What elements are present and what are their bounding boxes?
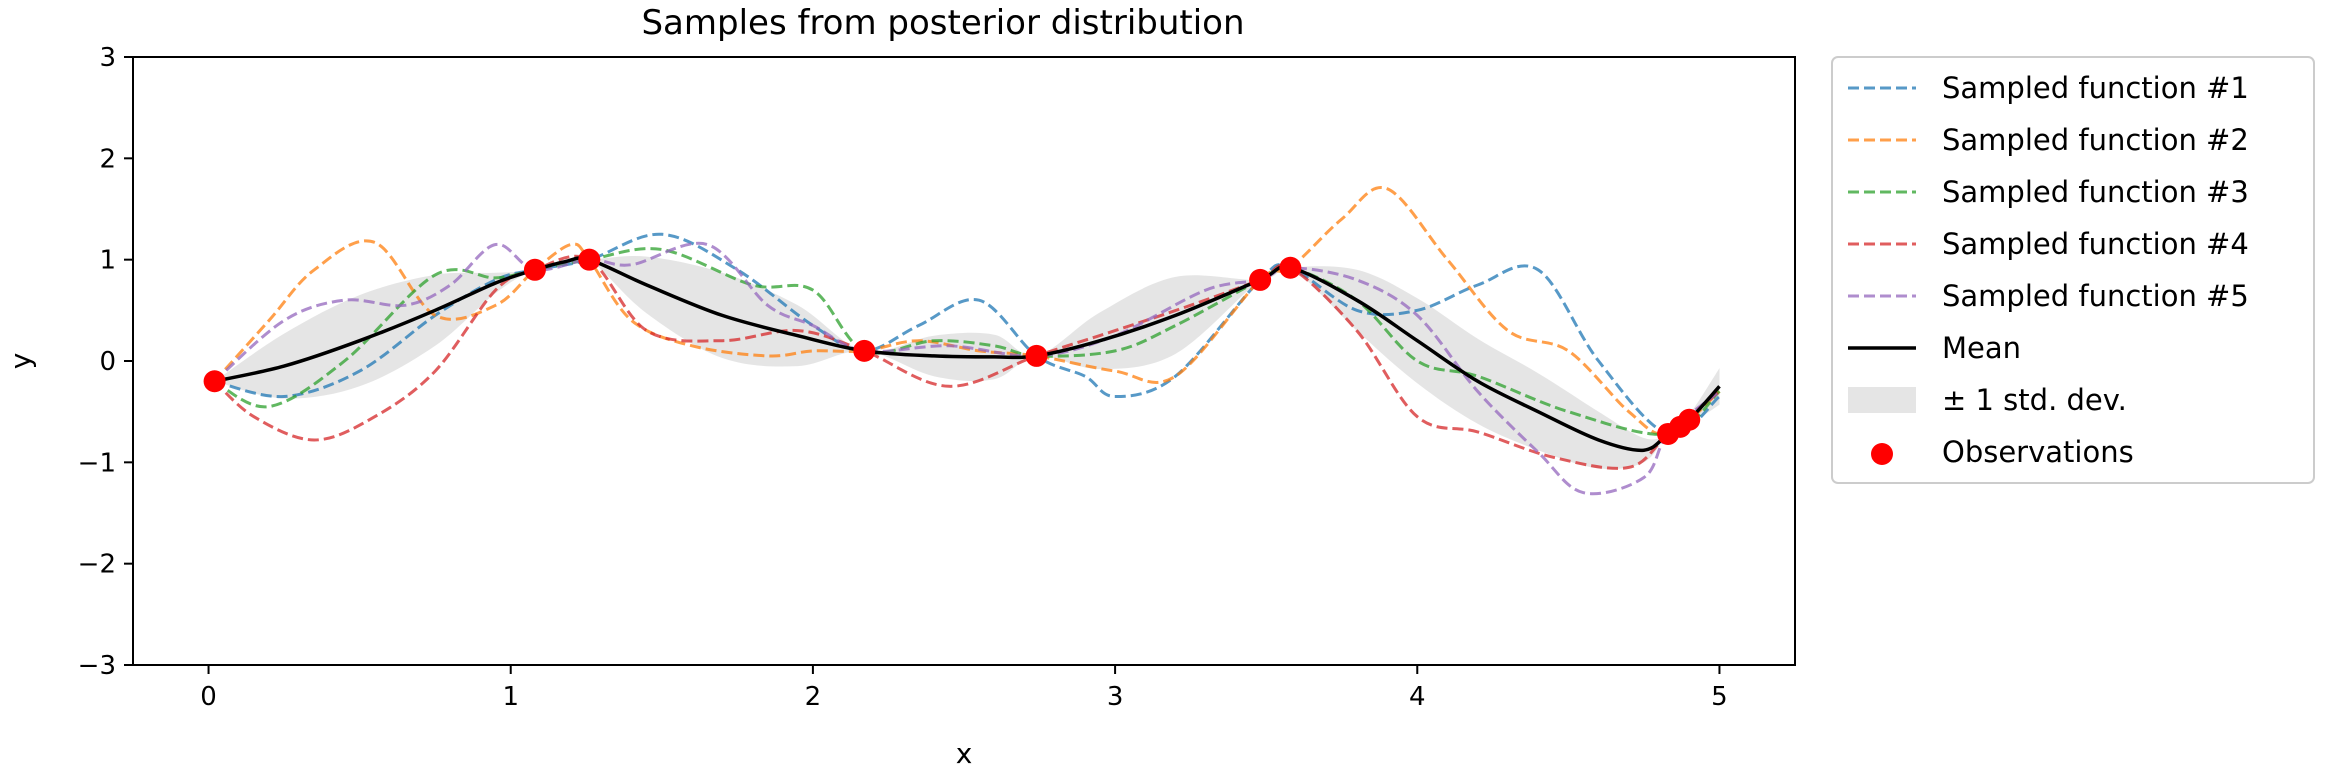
x-tick-label: 1 (502, 682, 519, 712)
chart-title: Samples from posterior distribution (641, 3, 1244, 43)
legend: Sampled function #1 Sampled function #2 Sa… (1831, 56, 2315, 484)
legend-mean: Mean (1848, 331, 2021, 365)
y-tick-label: −2 (78, 550, 116, 580)
legend-sampled-function-1: Sampled function #1 (1848, 71, 2249, 105)
observation-point (1279, 256, 1302, 279)
legend-frame (1831, 56, 2315, 484)
observation-point (1249, 268, 1272, 291)
y-tick-label: 0 (99, 347, 116, 377)
legend-sampled-function-5: Sampled function #5 (1848, 279, 2249, 313)
legend-label: Mean (1942, 331, 2021, 365)
std-band (214, 256, 1720, 470)
x-axis-label: x (956, 737, 973, 770)
observation-point (203, 370, 226, 393)
observation-point (523, 258, 546, 281)
sampled-function-line-4 (213, 254, 1721, 470)
observation-point (853, 339, 876, 362)
x-axis-ticks: 0 1 2 3 4 5 (200, 665, 1728, 712)
legend-label: Sampled function #5 (1942, 279, 2249, 313)
legend-sampled-function-4: Sampled function #4 (1848, 227, 2249, 261)
x-tick-label: 3 (1107, 682, 1124, 712)
y-tick-label: −3 (78, 651, 116, 681)
sampled-function-line-2 (213, 186, 1721, 437)
legend-label: Sampled function #3 (1942, 175, 2249, 209)
legend-label: Sampled function #2 (1942, 123, 2249, 157)
legend-sampled-function-2: Sampled function #2 (1848, 123, 2249, 157)
sampled-function-line-3 (213, 247, 1721, 436)
y-tick-label: 3 (99, 43, 116, 73)
observation-point (1025, 344, 1048, 367)
observation-point (578, 248, 601, 271)
observation-point (1678, 408, 1701, 431)
legend-std-band: ± 1 std. dev. (1848, 383, 2127, 417)
y-tick-label: 1 (99, 246, 116, 276)
y-axis-ticks: −3 −2 −1 0 1 2 3 (78, 43, 133, 681)
x-tick-label: 2 (805, 682, 822, 712)
legend-label: ± 1 std. dev. (1942, 383, 2127, 417)
y-axis-label: y (4, 353, 37, 370)
legend-label: Observations (1942, 435, 2134, 469)
sampled-function-line-5 (213, 241, 1721, 496)
y-tick-label: −1 (78, 448, 116, 478)
legend-sampled-function-3: Sampled function #3 (1848, 175, 2249, 209)
legend-swatch (1871, 443, 1893, 465)
y-tick-label: 2 (99, 144, 116, 174)
x-tick-label: 4 (1409, 682, 1426, 712)
series-layer (213, 186, 1721, 496)
legend-swatch (1848, 387, 1916, 413)
legend-label: Sampled function #1 (1942, 71, 2249, 105)
x-tick-label: 0 (200, 682, 217, 712)
mean-line (214, 256, 1721, 453)
sampled-function-line-1 (214, 232, 1721, 436)
observations-layer (203, 248, 1701, 445)
legend-label: Sampled function #4 (1942, 227, 2249, 261)
legend-observations: Observations (1871, 435, 2134, 469)
x-tick-label: 5 (1711, 682, 1728, 712)
std-band-layer (214, 256, 1720, 470)
